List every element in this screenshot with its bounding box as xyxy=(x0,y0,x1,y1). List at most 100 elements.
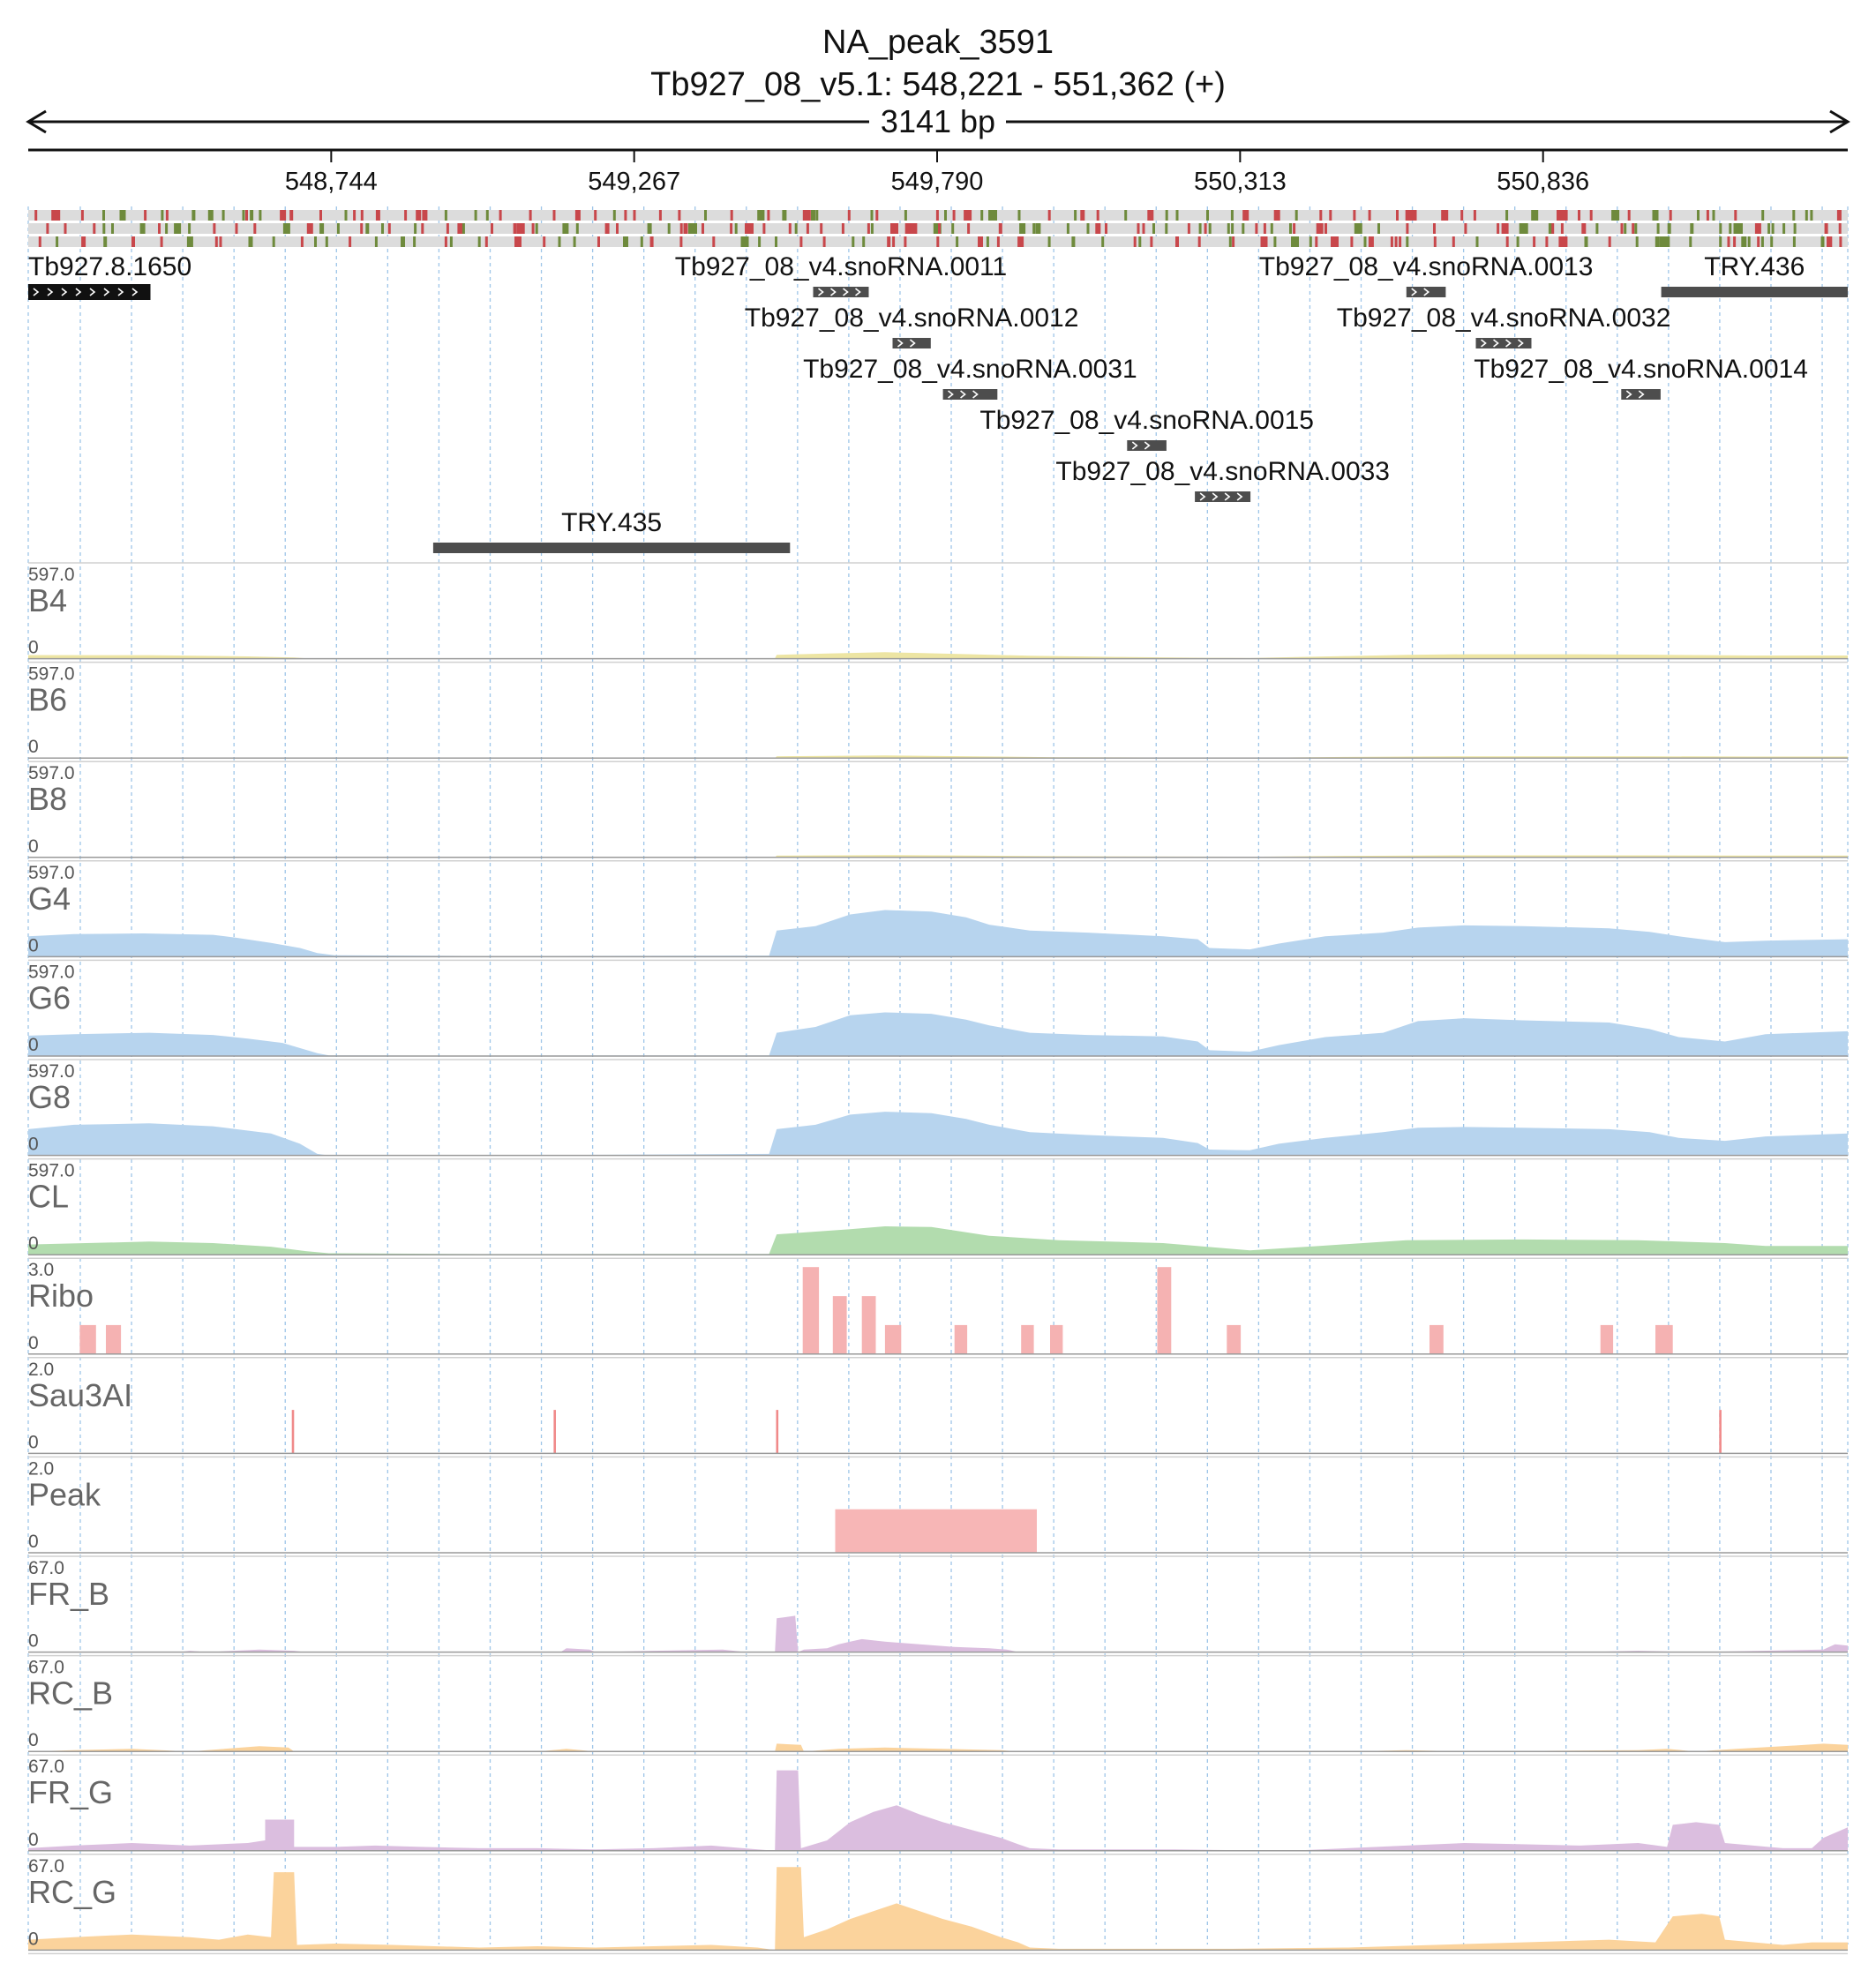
start-codon-mark xyxy=(306,223,313,234)
start-codon-mark xyxy=(1792,236,1796,247)
start-codon-mark xyxy=(1408,210,1413,221)
track-max-label: 597.0 xyxy=(28,664,75,685)
track-max-label: 67.0 xyxy=(28,1856,64,1877)
start-codon-mark xyxy=(730,223,733,234)
ruler-tick-label: 549,267 xyxy=(588,168,680,196)
stop-codon-mark xyxy=(806,223,809,234)
start-codon-mark xyxy=(1558,236,1568,247)
stop-codon-mark xyxy=(1505,210,1509,221)
start-codon-mark xyxy=(616,223,619,234)
gene-feature xyxy=(1475,338,1532,348)
track-name: RC_G xyxy=(28,1874,116,1910)
stop-codon-mark xyxy=(1165,210,1168,221)
track-name: RC_B xyxy=(28,1675,113,1712)
start-codon-mark xyxy=(1595,223,1599,234)
stop-codon-mark xyxy=(1047,210,1051,221)
start-codon-mark xyxy=(51,210,61,221)
start-codon-mark xyxy=(730,210,733,221)
stop-codon-mark xyxy=(1475,236,1479,247)
stop-codon-mark xyxy=(712,236,716,247)
signal-bar xyxy=(1157,1267,1172,1354)
gene-label: Tb927_08_v4.snoRNA.0033 xyxy=(1055,457,1390,486)
start-codon-mark xyxy=(852,236,855,247)
track-b8: 597.0B8 0 xyxy=(28,763,1848,862)
start-codon-mark xyxy=(93,223,96,234)
coordinate-ruler: 548,744 549,267 549,790 550,313 550,836 xyxy=(28,148,1848,196)
span-arrow-right-icon xyxy=(1829,109,1850,134)
gene-label: Tb927_08_v4.snoRNA.0013 xyxy=(1259,252,1594,281)
stop-codon-mark xyxy=(1760,236,1764,247)
strand-arrow-icon xyxy=(1236,492,1243,501)
stop-codon-mark xyxy=(552,210,556,221)
start-codon-mark xyxy=(822,236,826,247)
start-codon-mark xyxy=(762,210,765,221)
start-codon-mark xyxy=(457,223,463,234)
signal-bar xyxy=(1600,1324,1614,1354)
signal-bar xyxy=(802,1267,820,1354)
start-codon-mark xyxy=(131,236,135,247)
stop-codon-mark xyxy=(604,223,610,234)
start-codon-mark xyxy=(1293,223,1296,234)
stop-codon-mark xyxy=(1035,223,1041,234)
stop-codon-mark xyxy=(1394,236,1398,247)
stop-codon-mark xyxy=(1761,210,1765,221)
signal-bar xyxy=(1021,1324,1034,1354)
stop-codon-mark xyxy=(1460,210,1464,221)
stop-codon-mark xyxy=(529,210,532,221)
stop-codon-mark xyxy=(1733,236,1737,247)
track-fr-g: 67.0FR_G 0 xyxy=(28,1757,1848,1855)
stop-codon-mark xyxy=(1697,210,1700,221)
gene-feature xyxy=(813,287,869,297)
stop-codon-mark xyxy=(1452,236,1455,247)
stop-codon-mark xyxy=(401,236,405,247)
start-codon-mark xyxy=(1719,236,1722,247)
stop-codon-mark xyxy=(1331,236,1339,247)
ruler-tick-label: 549,790 xyxy=(891,168,984,196)
stop-codon-mark xyxy=(1793,223,1797,234)
start-codon-mark xyxy=(1066,223,1069,234)
stop-codon-mark xyxy=(1497,223,1500,234)
start-codon-mark xyxy=(413,236,416,247)
stop-codon-mark xyxy=(1263,223,1266,234)
start-codon-mark xyxy=(1655,236,1660,247)
stop-codon-mark xyxy=(811,210,815,221)
stop-codon-mark xyxy=(1273,236,1277,247)
stop-codon-mark xyxy=(1047,236,1051,247)
start-codon-mark xyxy=(1105,223,1107,234)
start-codon-mark xyxy=(558,236,561,247)
start-codon-mark xyxy=(1227,223,1230,234)
start-codon-mark xyxy=(259,210,262,221)
stop-codon-mark xyxy=(1101,236,1105,247)
stop-codon-mark xyxy=(574,210,581,221)
track-g6: 597.0G6 0 xyxy=(28,962,1848,1060)
start-codon-mark xyxy=(1165,223,1168,234)
stop-codon-mark xyxy=(1406,236,1409,247)
signal-bar xyxy=(832,1296,847,1354)
start-codon-mark xyxy=(1505,236,1509,247)
grid-lines xyxy=(27,206,1849,1944)
stop-codon-mark xyxy=(1689,236,1692,247)
start-codon-mark xyxy=(319,223,325,234)
start-codon-mark xyxy=(1824,223,1828,234)
start-codon-mark xyxy=(1204,223,1207,234)
strand-arrow-icon xyxy=(972,390,979,399)
start-codon-mark xyxy=(1095,223,1101,234)
strand-arrow-icon xyxy=(1505,339,1512,348)
stop-codon-mark xyxy=(1228,236,1232,247)
start-codon-mark xyxy=(1231,223,1234,234)
stop-codon-mark xyxy=(1197,236,1201,247)
start-codon-mark xyxy=(788,223,792,234)
stop-codon-mark xyxy=(847,210,851,221)
track-min-label: 0 xyxy=(28,1830,39,1850)
stop-codon-mark xyxy=(1187,223,1190,234)
stop-codon-mark xyxy=(253,223,257,234)
start-codon-mark xyxy=(1230,210,1234,221)
stop-codon-mark xyxy=(688,223,697,234)
start-codon-mark xyxy=(1260,236,1268,247)
stop-codon-mark xyxy=(1608,236,1611,247)
start-codon-mark xyxy=(1589,210,1593,221)
stop-codon-mark xyxy=(980,210,984,221)
start-codon-mark xyxy=(1632,223,1635,234)
track-name: CL xyxy=(28,1179,69,1215)
